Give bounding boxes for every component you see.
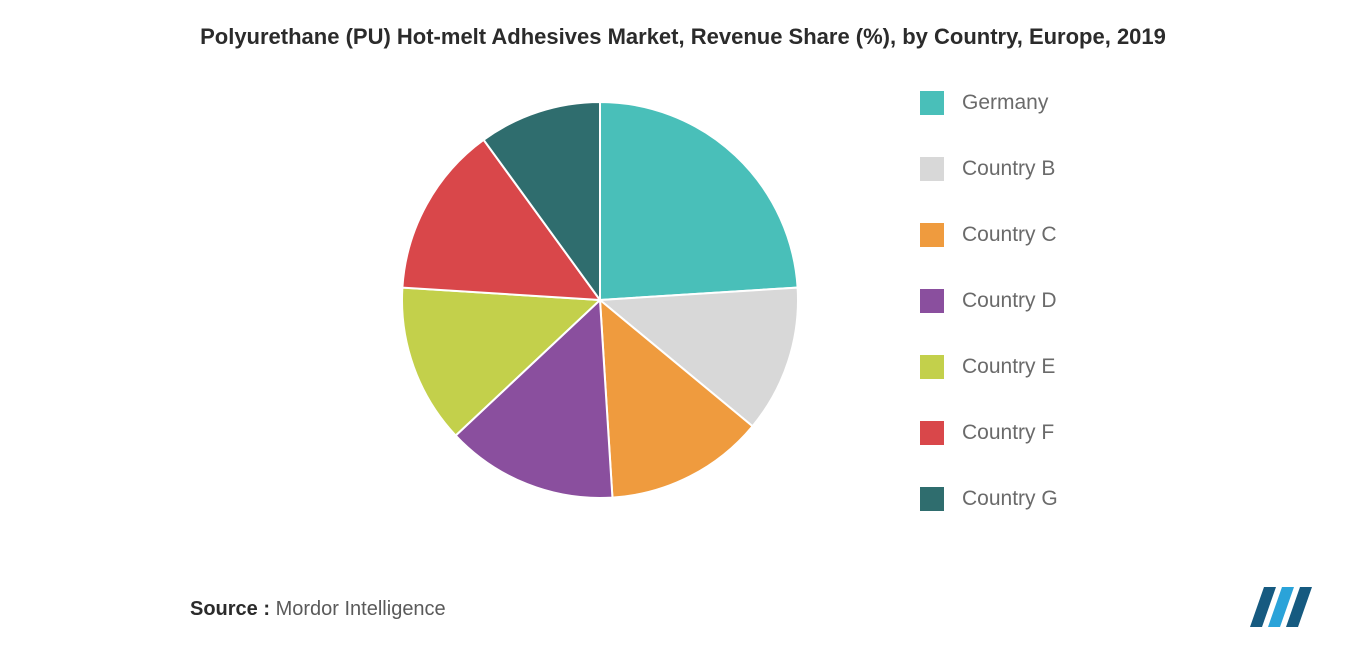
source-text: Mordor Intelligence <box>276 598 446 620</box>
legend-item: Country F <box>920 400 1220 466</box>
pie-slice <box>600 102 798 300</box>
legend-item: Country E <box>920 334 1220 400</box>
source-prefix: Source : <box>190 598 270 620</box>
brand-logo <box>1246 583 1326 631</box>
legend-swatch <box>920 223 944 247</box>
legend-item: Country B <box>920 136 1220 202</box>
chart-title: Polyurethane (PU) Hot-melt Adhesives Mar… <box>0 0 1366 50</box>
source-attribution: Source : Mordor Intelligence <box>190 598 446 621</box>
legend-item: Country C <box>920 202 1220 268</box>
legend: Germany Country B Country C Country D Countr… <box>920 70 1220 532</box>
legend-item: Germany <box>920 70 1220 136</box>
legend-swatch <box>920 355 944 379</box>
legend-swatch <box>920 157 944 181</box>
legend-label: Country C <box>962 223 1057 247</box>
pie-chart <box>400 100 800 500</box>
legend-label: Country D <box>962 289 1057 313</box>
legend-label: Country F <box>962 421 1054 445</box>
legend-swatch <box>920 487 944 511</box>
legend-swatch <box>920 91 944 115</box>
legend-label: Country B <box>962 157 1055 181</box>
legend-swatch <box>920 289 944 313</box>
legend-label: Germany <box>962 91 1048 115</box>
legend-label: Country E <box>962 355 1055 379</box>
legend-item: Country D <box>920 268 1220 334</box>
legend-swatch <box>920 421 944 445</box>
chart-area: Germany Country B Country C Country D Countr… <box>0 80 1366 550</box>
legend-item: Country G <box>920 466 1220 532</box>
legend-label: Country G <box>962 487 1058 511</box>
